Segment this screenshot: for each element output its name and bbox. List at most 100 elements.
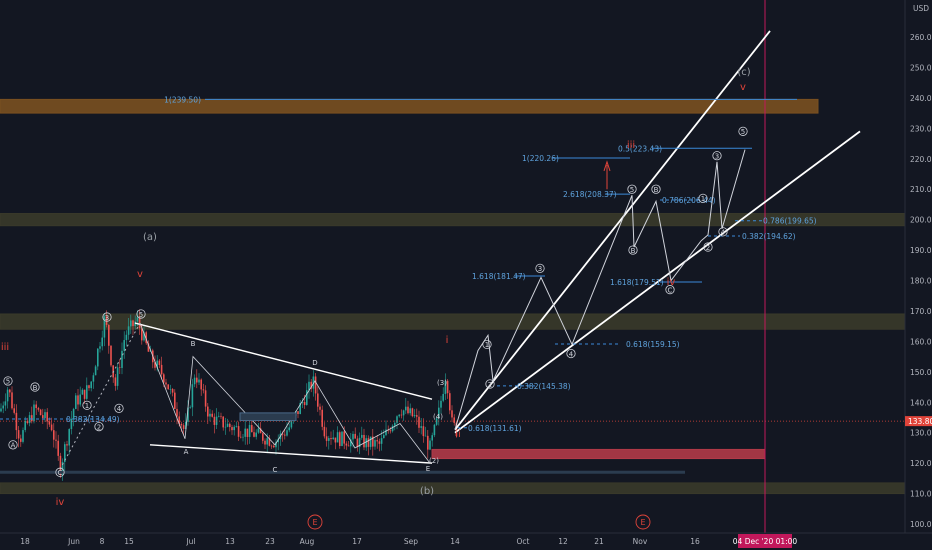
candle-body <box>64 444 66 462</box>
time-tick-3: 15 <box>124 537 134 546</box>
candle-body <box>299 402 301 415</box>
olive-zone-200 <box>0 213 905 227</box>
candle-body <box>200 379 202 390</box>
candle-body <box>86 385 88 399</box>
candle-body <box>180 423 183 426</box>
candle-body <box>94 366 97 376</box>
price-tick-210: 210.00 <box>910 185 932 194</box>
candle-body <box>330 438 332 440</box>
candle-body <box>334 437 337 443</box>
wave-circle-label: 2 <box>488 381 492 389</box>
candle-body <box>416 415 418 417</box>
wave-circle <box>628 245 638 255</box>
candle-body <box>235 426 238 427</box>
candle-body <box>90 381 92 389</box>
candle-body <box>303 402 306 405</box>
olive-zone-112 <box>0 482 905 495</box>
fib-label: 0.382(134.49) <box>66 415 120 424</box>
time-tick-2: 8 <box>100 537 105 546</box>
triangle-upper-line <box>134 322 433 400</box>
candle-body <box>361 434 363 438</box>
candle-body <box>358 437 361 448</box>
candle-body <box>266 438 268 445</box>
candle-body <box>257 428 260 433</box>
wave-label: v <box>137 269 143 280</box>
candle-body <box>233 426 235 431</box>
candle-body <box>446 380 449 394</box>
fib-label: 0.786(199.65) <box>763 217 817 226</box>
time-tick-8: 17 <box>352 537 362 546</box>
candle-body <box>422 426 425 437</box>
candle-body <box>281 433 284 435</box>
candle-body <box>240 436 242 438</box>
wave-label: B <box>191 340 196 348</box>
candle-body <box>259 428 262 434</box>
wave-circle-label: 1 <box>85 402 89 410</box>
candle-body <box>224 426 227 428</box>
candle-body <box>314 376 317 394</box>
candle-body <box>409 408 411 414</box>
wave-circle-label: 1 <box>701 195 705 203</box>
wave-circle <box>30 382 40 392</box>
event-marker-label: E <box>312 518 317 527</box>
candle-body <box>193 377 196 385</box>
olive-zone-165 <box>0 313 905 330</box>
candle-body <box>114 377 117 386</box>
wave-circle <box>665 285 675 295</box>
drawings-layer <box>0 0 905 533</box>
candle-body <box>451 410 453 418</box>
lower-channel-line <box>454 130 861 434</box>
price-tick-120: 120.00 <box>910 459 932 468</box>
wave-circle-label: 3 <box>538 265 542 273</box>
candle-body <box>297 411 299 415</box>
candle-body <box>108 324 110 346</box>
candle-body <box>178 416 180 424</box>
wave-circle <box>627 184 637 194</box>
wave-circle <box>566 348 576 359</box>
candle-body <box>319 406 321 410</box>
candle-body <box>248 425 251 437</box>
candle-body <box>92 375 95 382</box>
candle-body <box>35 404 37 409</box>
candle-body <box>369 436 372 447</box>
time-tick-10: 14 <box>450 537 460 546</box>
candle-body <box>308 381 310 391</box>
candle-body <box>312 376 315 389</box>
candle-body <box>453 417 455 423</box>
price-axis[interactable]: USD 260.00 250.00 240.00 230.00 220.00 210.00 2… <box>904 0 932 533</box>
candle-body <box>39 409 42 416</box>
time-tick-5: 13 <box>225 537 235 546</box>
candle-body <box>37 408 40 410</box>
candle-body <box>277 439 279 443</box>
fib-label: 1.618(181.47) <box>472 272 526 281</box>
candle-body <box>264 440 266 445</box>
time-axis-bg <box>0 533 905 550</box>
wave-circle <box>136 309 146 319</box>
wave-label: (2) <box>429 457 439 465</box>
candle-body <box>0 408 2 412</box>
wave-circle <box>3 376 13 386</box>
time-axis[interactable]: 18 Jun 8 15 Jul 13 23 Aug 17 Sep 14 Oct 12 21 Nov 16 04 … <box>0 532 932 550</box>
wave-circle-label: A <box>11 442 16 450</box>
candle-body <box>187 407 189 422</box>
candle-body <box>207 406 209 417</box>
candle-body <box>310 381 312 389</box>
wave-circle <box>485 379 495 389</box>
wave-circle-label: 5 <box>6 378 10 386</box>
candle-body <box>420 426 422 428</box>
fib-label: 0.786(206.44) <box>662 196 716 205</box>
candle-body <box>121 350 123 368</box>
candle-body <box>345 443 348 446</box>
currency-label: USD <box>913 4 929 13</box>
wave-circle-label: B <box>631 247 636 255</box>
candle-body <box>270 445 273 447</box>
candle-body <box>70 418 73 430</box>
wave-circle <box>698 193 708 203</box>
price-tick-260: 260.00 <box>910 33 932 42</box>
price-tick-190: 190.00 <box>910 246 932 255</box>
wave-circle-label: 1 <box>485 341 489 349</box>
candle-body <box>442 393 444 401</box>
wave-circle-label: 4 <box>117 405 122 413</box>
candle-body <box>26 420 29 424</box>
